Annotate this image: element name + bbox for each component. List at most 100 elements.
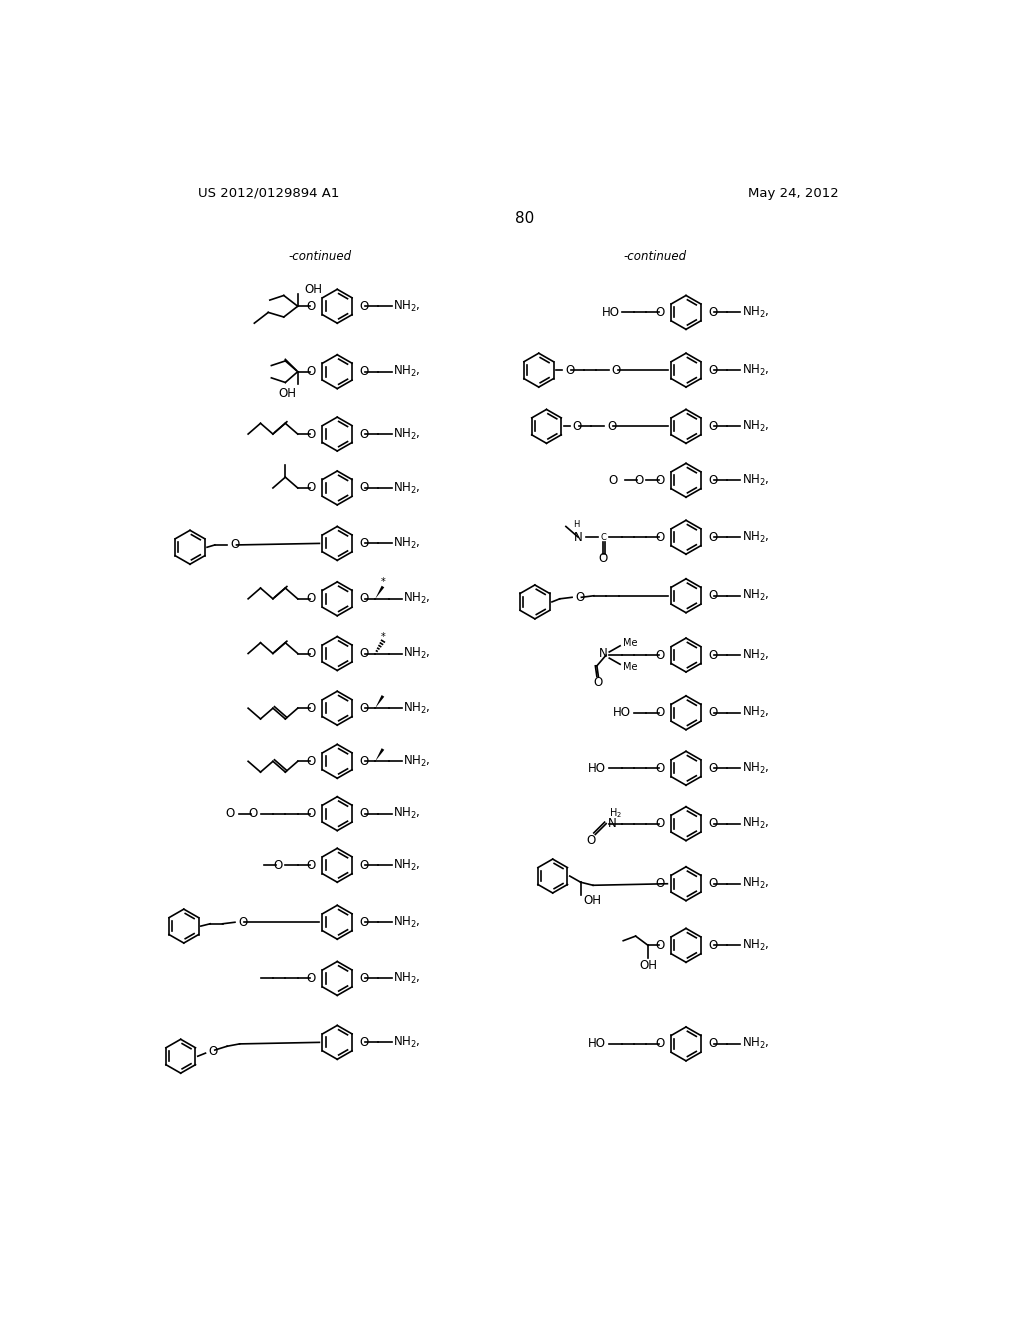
- Text: O: O: [306, 428, 315, 441]
- Text: O: O: [575, 591, 585, 603]
- Text: NH$_2$,: NH$_2$,: [741, 529, 769, 545]
- Text: O: O: [709, 817, 718, 830]
- Text: O: O: [655, 306, 665, 319]
- Text: O: O: [655, 878, 665, 890]
- Text: NH$_2$,: NH$_2$,: [403, 591, 431, 606]
- Text: O: O: [593, 676, 602, 689]
- Text: O: O: [634, 474, 643, 487]
- Text: O: O: [709, 589, 718, 602]
- Text: N: N: [607, 817, 616, 830]
- Text: NH$_2$,: NH$_2$,: [403, 754, 431, 768]
- Text: NH$_2$,: NH$_2$,: [741, 648, 769, 663]
- Text: O: O: [655, 706, 665, 719]
- Text: O: O: [359, 366, 369, 379]
- Text: O: O: [709, 474, 718, 487]
- Text: O: O: [230, 539, 240, 552]
- Text: -continued: -continued: [289, 251, 352, 264]
- Text: O: O: [359, 300, 369, 313]
- Text: NH$_2$,: NH$_2$,: [741, 705, 769, 721]
- Text: O: O: [359, 702, 369, 714]
- Text: O: O: [709, 762, 718, 775]
- Text: OH: OH: [639, 958, 657, 972]
- Text: NH$_2$,: NH$_2$,: [393, 807, 421, 821]
- Text: OH: OH: [279, 387, 296, 400]
- Text: NH$_2$,: NH$_2$,: [741, 418, 769, 434]
- Text: O: O: [655, 531, 665, 544]
- Text: O: O: [306, 859, 315, 871]
- Text: NH$_2$,: NH$_2$,: [741, 473, 769, 488]
- Text: O: O: [306, 972, 315, 985]
- Text: O: O: [306, 593, 315, 606]
- Text: O: O: [709, 306, 718, 319]
- Polygon shape: [375, 586, 384, 599]
- Text: H$_2$: H$_2$: [609, 807, 622, 820]
- Text: NH$_2$,: NH$_2$,: [741, 1036, 769, 1052]
- Text: O: O: [209, 1045, 218, 1059]
- Text: O: O: [359, 647, 369, 660]
- Text: O: O: [586, 834, 595, 847]
- Text: Me: Me: [624, 639, 638, 648]
- Text: O: O: [359, 537, 369, 550]
- Text: O: O: [655, 817, 665, 830]
- Text: O: O: [709, 648, 718, 661]
- Text: NH$_2$,: NH$_2$,: [393, 480, 421, 495]
- Text: O: O: [608, 474, 617, 487]
- Text: NH$_2$,: NH$_2$,: [393, 536, 421, 550]
- Text: NH$_2$,: NH$_2$,: [393, 426, 421, 442]
- Text: O: O: [655, 939, 665, 952]
- Text: N: N: [599, 647, 607, 660]
- Text: O: O: [306, 366, 315, 379]
- Text: O: O: [565, 363, 574, 376]
- Text: O: O: [225, 807, 234, 820]
- Text: O: O: [306, 647, 315, 660]
- Text: NH$_2$,: NH$_2$,: [393, 858, 421, 873]
- Text: OH: OH: [304, 282, 322, 296]
- Text: O: O: [359, 755, 369, 768]
- Text: NH$_2$,: NH$_2$,: [741, 305, 769, 319]
- Text: NH$_2$,: NH$_2$,: [393, 972, 421, 986]
- Text: NH$_2$,: NH$_2$,: [393, 298, 421, 314]
- Text: NH$_2$,: NH$_2$,: [741, 589, 769, 603]
- Text: Me: Me: [624, 661, 638, 672]
- Text: N: N: [574, 531, 583, 544]
- Text: O: O: [359, 859, 369, 871]
- Text: O: O: [709, 363, 718, 376]
- Text: O: O: [306, 702, 315, 714]
- Text: O: O: [655, 1038, 665, 1051]
- Polygon shape: [375, 696, 384, 708]
- Text: O: O: [709, 420, 718, 433]
- Text: O: O: [359, 807, 369, 820]
- Text: O: O: [572, 420, 582, 433]
- Text: NH$_2$,: NH$_2$,: [393, 1035, 421, 1049]
- Text: NH$_2$,: NH$_2$,: [741, 876, 769, 891]
- Text: O: O: [655, 474, 665, 487]
- Text: NH$_2$,: NH$_2$,: [393, 915, 421, 929]
- Text: O: O: [359, 972, 369, 985]
- Text: O: O: [359, 593, 369, 606]
- Polygon shape: [375, 748, 384, 762]
- Text: 80: 80: [515, 211, 535, 226]
- Text: O: O: [655, 762, 665, 775]
- Text: O: O: [306, 300, 315, 313]
- Text: O: O: [709, 531, 718, 544]
- Text: OH: OH: [584, 894, 602, 907]
- Text: O: O: [359, 482, 369, 495]
- Text: O: O: [709, 706, 718, 719]
- Text: NH$_2$,: NH$_2$,: [741, 816, 769, 832]
- Text: HO: HO: [588, 762, 606, 775]
- Text: O: O: [709, 1038, 718, 1051]
- Text: H: H: [573, 520, 580, 529]
- Text: O: O: [611, 363, 621, 376]
- Text: O: O: [607, 420, 616, 433]
- Text: O: O: [709, 878, 718, 890]
- Text: NH$_2$,: NH$_2$,: [403, 701, 431, 715]
- Text: O: O: [306, 807, 315, 820]
- Text: HO: HO: [602, 306, 621, 319]
- Text: O: O: [306, 755, 315, 768]
- Text: NH$_2$,: NH$_2$,: [393, 364, 421, 379]
- Text: O: O: [359, 428, 369, 441]
- Text: NH$_2$,: NH$_2$,: [741, 760, 769, 776]
- Text: O: O: [248, 807, 257, 820]
- Text: NH$_2$,: NH$_2$,: [741, 937, 769, 953]
- Text: C: C: [600, 533, 606, 541]
